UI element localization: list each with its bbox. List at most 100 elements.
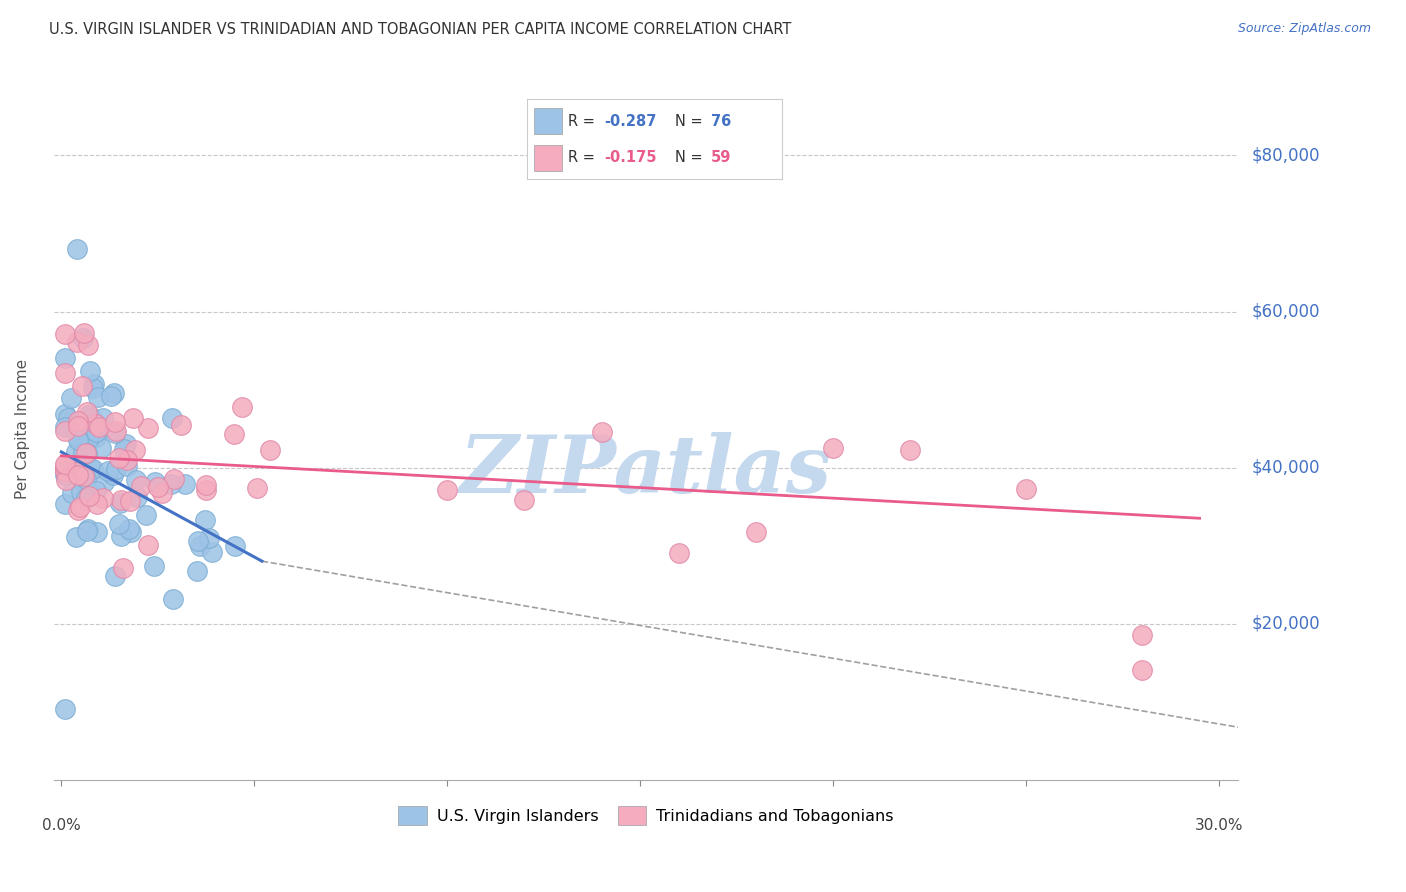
Point bbox=[118, 522, 141, 536]
Text: $60,000: $60,000 bbox=[1253, 302, 1320, 320]
Point bbox=[66, 414, 89, 428]
Point bbox=[97, 465, 120, 479]
Point bbox=[246, 481, 269, 495]
Point bbox=[91, 410, 114, 425]
Point bbox=[87, 391, 110, 405]
Point bbox=[100, 389, 122, 403]
Point bbox=[104, 425, 127, 439]
Point bbox=[117, 453, 139, 467]
Point bbox=[129, 479, 152, 493]
Point bbox=[1130, 664, 1153, 678]
Point bbox=[79, 462, 101, 476]
Point bbox=[513, 493, 536, 508]
Point bbox=[53, 420, 76, 434]
Point bbox=[162, 591, 184, 606]
Point bbox=[86, 497, 108, 511]
Point bbox=[53, 351, 76, 366]
Point bbox=[55, 468, 77, 483]
Point bbox=[76, 524, 98, 538]
Point bbox=[163, 472, 186, 486]
Point bbox=[53, 462, 76, 476]
Point bbox=[66, 462, 89, 476]
Point bbox=[84, 483, 107, 498]
Point bbox=[103, 425, 125, 440]
Point bbox=[84, 430, 107, 444]
Point bbox=[62, 467, 84, 481]
Point bbox=[101, 468, 124, 483]
Point bbox=[59, 392, 82, 406]
Point bbox=[136, 538, 159, 552]
Point bbox=[83, 377, 105, 392]
Point bbox=[76, 446, 98, 460]
Point bbox=[62, 414, 84, 428]
Point bbox=[89, 420, 111, 434]
Point bbox=[108, 496, 131, 510]
Point bbox=[142, 558, 165, 573]
Point bbox=[53, 407, 76, 421]
Point bbox=[66, 242, 89, 256]
Point bbox=[67, 418, 90, 433]
Point bbox=[194, 513, 217, 527]
Point bbox=[898, 443, 921, 458]
Point bbox=[53, 424, 76, 438]
Text: $20,000: $20,000 bbox=[1253, 615, 1320, 632]
Point bbox=[1015, 482, 1038, 496]
Point bbox=[84, 425, 107, 440]
Point bbox=[194, 483, 217, 498]
Text: $40,000: $40,000 bbox=[1253, 458, 1320, 476]
Point bbox=[107, 516, 129, 531]
Point bbox=[72, 473, 94, 487]
Point bbox=[105, 462, 128, 476]
Point bbox=[73, 326, 96, 340]
Point bbox=[53, 467, 76, 482]
Point bbox=[160, 477, 183, 491]
Point bbox=[104, 415, 127, 429]
Point bbox=[67, 433, 90, 447]
Point bbox=[436, 483, 458, 497]
Point bbox=[67, 503, 90, 517]
Point bbox=[668, 545, 690, 559]
Point bbox=[110, 529, 132, 543]
Point bbox=[53, 458, 76, 473]
Point bbox=[80, 410, 103, 425]
Point bbox=[66, 334, 89, 349]
Point bbox=[110, 492, 132, 507]
Point bbox=[108, 451, 131, 466]
Point bbox=[56, 411, 79, 425]
Point bbox=[77, 489, 100, 503]
Point bbox=[86, 525, 108, 540]
Point bbox=[150, 486, 173, 500]
Point bbox=[70, 485, 93, 500]
Point bbox=[745, 524, 768, 539]
Point bbox=[115, 458, 138, 473]
Point bbox=[170, 417, 193, 432]
Point bbox=[112, 560, 135, 574]
Point bbox=[77, 431, 100, 445]
Point bbox=[77, 522, 100, 536]
Point bbox=[53, 464, 76, 478]
Point bbox=[135, 508, 157, 523]
Point bbox=[55, 473, 77, 487]
Point bbox=[69, 500, 91, 515]
Point bbox=[75, 472, 97, 486]
Point bbox=[77, 409, 100, 423]
Point bbox=[93, 475, 115, 489]
Point bbox=[187, 534, 209, 549]
Point bbox=[53, 497, 76, 511]
Point bbox=[143, 475, 166, 489]
Point bbox=[198, 531, 221, 545]
Point bbox=[75, 446, 97, 460]
Point bbox=[65, 530, 87, 544]
Point bbox=[201, 545, 224, 559]
Point bbox=[188, 539, 211, 553]
Point bbox=[114, 436, 136, 450]
Point bbox=[231, 400, 253, 414]
Point bbox=[53, 464, 76, 478]
Point bbox=[66, 467, 89, 482]
Text: $80,000: $80,000 bbox=[1253, 146, 1320, 164]
Point bbox=[122, 411, 145, 425]
Point bbox=[174, 477, 197, 491]
Point bbox=[75, 491, 97, 506]
Point bbox=[65, 445, 87, 459]
Point bbox=[821, 442, 844, 456]
